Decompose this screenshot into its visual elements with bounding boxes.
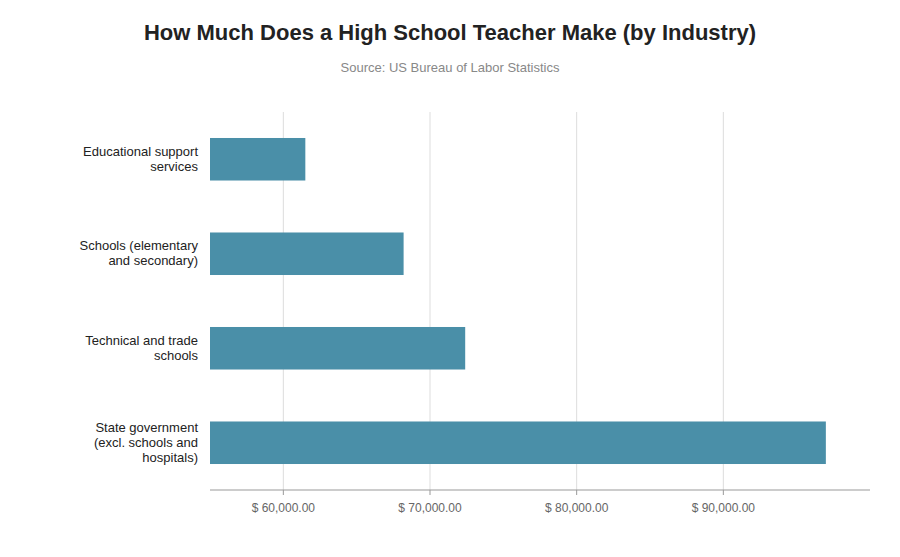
category-label-line: Educational support: [83, 144, 198, 159]
chart-svg: How Much Does a High School Teacher Make…: [0, 0, 900, 557]
category-label-line: services: [150, 159, 198, 174]
category-label-line: schools: [154, 348, 199, 363]
category-label: State government(excl. schools andhospit…: [94, 420, 198, 465]
category-labels: State government(excl. schools andhospit…: [80, 144, 199, 465]
bar: [210, 138, 305, 181]
tick-mark: [576, 490, 577, 495]
chart-container: How Much Does a High School Teacher Make…: [0, 0, 900, 557]
tick-label: $ 60,000.00: [252, 501, 316, 515]
category-label-line: Technical and trade: [85, 333, 198, 348]
tick-label: $ 80,000.00: [545, 501, 609, 515]
bars: [210, 138, 826, 464]
tick-mark: [283, 490, 284, 495]
bar: [210, 327, 465, 370]
x-axis-line: [210, 490, 870, 491]
category-label-line: and secondary): [108, 253, 198, 268]
category-label: Schools (elementaryand secondary): [80, 238, 199, 268]
title: How Much Does a High School Teacher Make…: [144, 20, 756, 45]
category-label: Technical and tradeschools: [85, 333, 198, 363]
bar: [210, 232, 404, 275]
bar: [210, 421, 826, 464]
category-label-line: (excl. schools and: [94, 435, 198, 450]
category-label-line: hospitals): [142, 450, 198, 465]
x-ticks: $ 60,000.00 $ 70,000.00 $ 80,000.00 $ 90,00…: [252, 490, 756, 515]
tick-mark: [430, 490, 431, 495]
tick-label: $ 90,000.00: [692, 501, 756, 515]
category-label-line: State government: [95, 420, 198, 435]
subtitle: Source: US Bureau of Labor Statistics: [341, 60, 560, 75]
category-label: Educational supportservices: [83, 144, 198, 174]
tick-mark: [723, 490, 724, 495]
tick-label: $ 70,000.00: [398, 501, 462, 515]
category-label-line: Schools (elementary: [80, 238, 199, 253]
